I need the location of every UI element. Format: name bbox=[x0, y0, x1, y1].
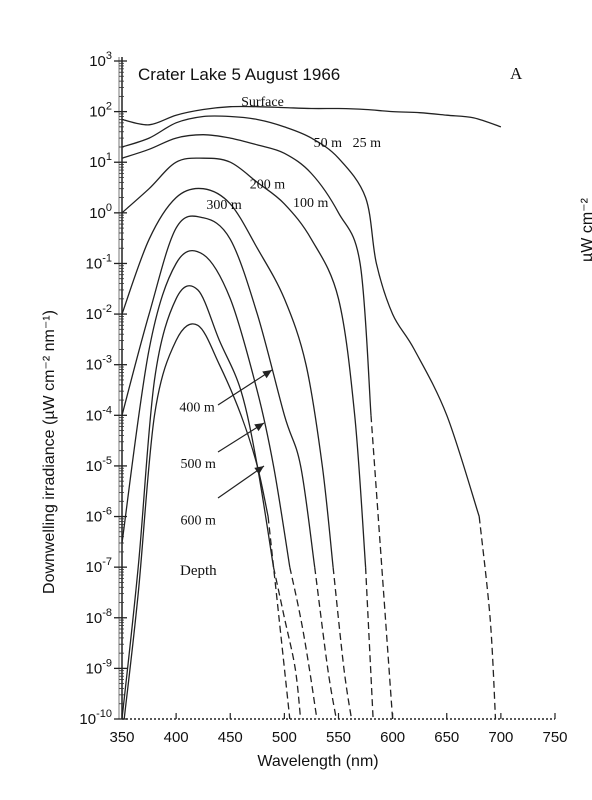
curve-label-500-m: 500 m bbox=[180, 457, 216, 472]
x-tick-label: 700 bbox=[488, 729, 513, 746]
curve-label-200-m: 200 m bbox=[250, 178, 285, 193]
series-line-600-m bbox=[123, 323, 269, 720]
series-line-tail-25-m bbox=[478, 516, 497, 720]
y-tick-label: 10-5 bbox=[86, 455, 112, 475]
y-tick-label: 10-9 bbox=[86, 657, 112, 677]
y-tick-label: 103 bbox=[89, 50, 112, 70]
y-axis-title: Downwelling irradiance (µW cm⁻² nm⁻¹) bbox=[41, 310, 58, 594]
y-tick-label: 10-7 bbox=[86, 556, 112, 576]
panel-label: A bbox=[510, 64, 523, 83]
arrow-head-icon bbox=[262, 370, 272, 379]
y-tick-label: 10-3 bbox=[86, 354, 112, 374]
y-tick-label: 102 bbox=[89, 101, 112, 121]
x-tick-label: 400 bbox=[164, 729, 189, 746]
chart-title: Crater Lake 5 August 1966 bbox=[138, 65, 340, 84]
x-tick-label: 450 bbox=[218, 729, 243, 746]
x-tick-label: 350 bbox=[109, 729, 134, 746]
leader-line bbox=[217, 465, 265, 499]
series-line-200-m bbox=[121, 187, 334, 568]
series-line-300-m bbox=[121, 215, 316, 568]
series-line-500-m bbox=[121, 285, 275, 720]
curve-label-400-m: 400 m bbox=[179, 400, 215, 415]
curve-label-300-m: 300 m bbox=[206, 198, 242, 213]
curve-label-600-m: 600 m bbox=[180, 513, 216, 528]
curve-label-surface: Surface bbox=[241, 95, 284, 110]
series-line-50-m bbox=[121, 134, 372, 416]
y-tick-label: 10-1 bbox=[86, 252, 112, 272]
series-line-tail-300-m bbox=[314, 567, 337, 720]
series-line-25-m bbox=[121, 115, 480, 517]
curve-label-100-m: 100 m bbox=[293, 196, 329, 211]
y-tick-label: 101 bbox=[89, 151, 112, 171]
y-tick-label: 10-6 bbox=[86, 506, 112, 526]
series-line-100-m bbox=[121, 157, 367, 568]
leader-line bbox=[217, 369, 273, 406]
x-tick-label: 650 bbox=[434, 729, 459, 746]
series-line-tail-600-m bbox=[267, 516, 291, 720]
x-tick-label: 600 bbox=[380, 729, 405, 746]
y-tick-label: 10-10 bbox=[79, 708, 112, 728]
series-line-tail-50-m bbox=[370, 415, 394, 720]
curve-label-50-m: 50 m bbox=[314, 136, 343, 151]
y-tick-label: 100 bbox=[89, 202, 112, 222]
leader-line bbox=[217, 422, 265, 453]
depth-annotation: Depth bbox=[180, 563, 217, 579]
y-tick-label: 10-4 bbox=[86, 404, 112, 424]
series-line-surface bbox=[121, 105, 502, 128]
series-line-400-m bbox=[121, 249, 291, 568]
arrow-head-icon bbox=[254, 423, 264, 432]
series-line-tail-100-m bbox=[364, 567, 374, 720]
y-tick-label: 10-2 bbox=[86, 303, 112, 323]
y-tick-label: 10-8 bbox=[86, 607, 112, 627]
right-cropped-label: µW cm⁻² bbox=[579, 197, 592, 262]
arrow-head-icon bbox=[254, 466, 264, 475]
x-axis-title: Wavelength (nm) bbox=[257, 753, 378, 770]
x-tick-label: 750 bbox=[542, 729, 567, 746]
series-line-tail-200-m bbox=[332, 567, 353, 720]
x-tick-label: 500 bbox=[272, 729, 297, 746]
series-line-tail-500-m bbox=[272, 567, 302, 720]
curve-label-25-m: 25 m bbox=[353, 136, 382, 151]
series-line-tail-400-m bbox=[289, 567, 318, 720]
x-tick-label: 550 bbox=[326, 729, 351, 746]
